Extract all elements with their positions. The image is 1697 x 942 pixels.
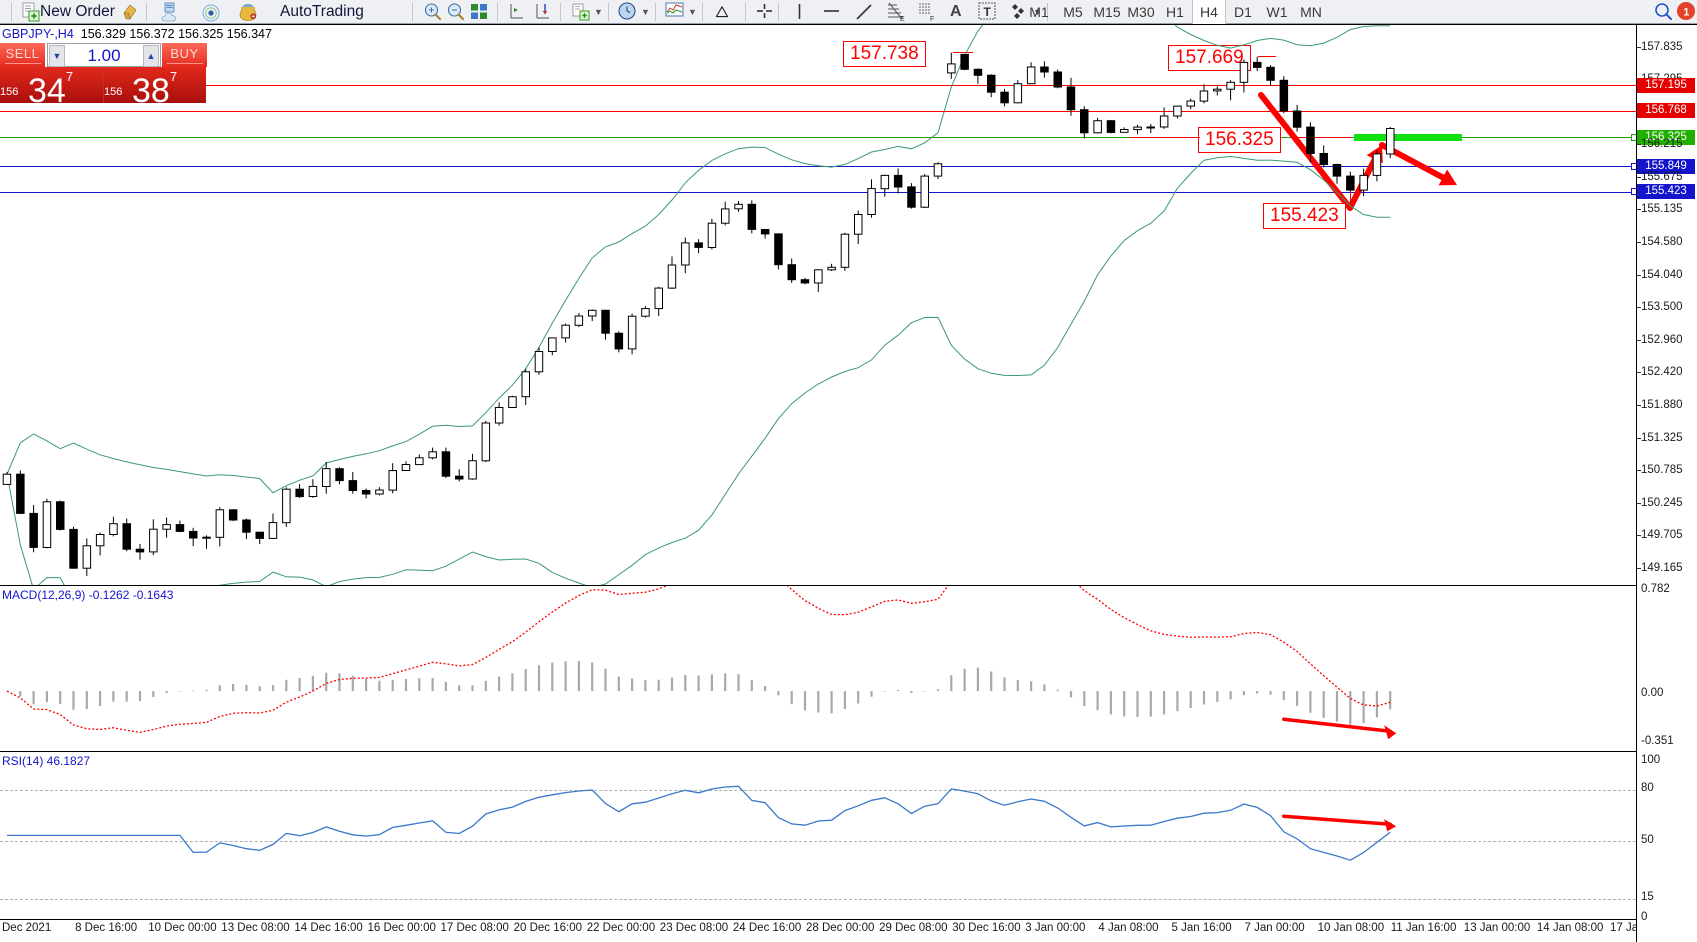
svg-text:F: F	[930, 16, 934, 22]
svg-text:T: T	[984, 5, 992, 19]
svg-text:E: E	[900, 16, 905, 22]
svg-text:1: 1	[1683, 7, 1689, 19]
